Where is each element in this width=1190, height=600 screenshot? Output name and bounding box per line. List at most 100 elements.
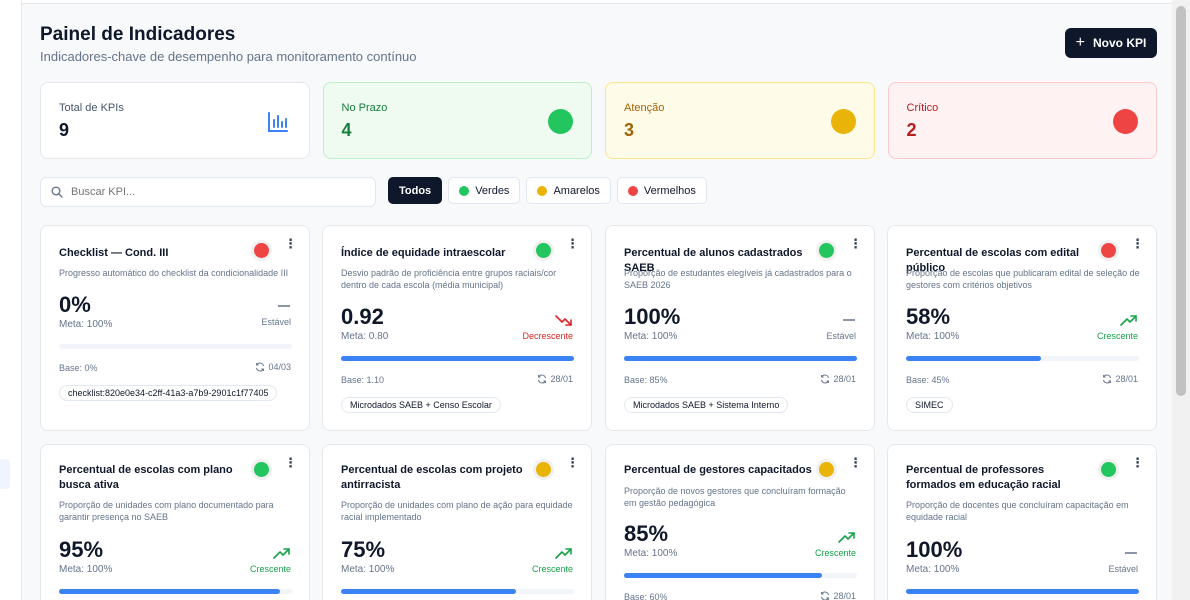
kpi-date: 04/03 bbox=[268, 362, 291, 372]
kpi-title: Percentual de escolas com plano busca at… bbox=[59, 464, 233, 491]
kpi-progress-bar bbox=[906, 589, 1139, 594]
refresh-icon bbox=[821, 591, 830, 600]
more-vertical-icon[interactable]: ⋮ bbox=[849, 236, 862, 251]
kpi-trend-label: Estável bbox=[261, 317, 291, 327]
kpi-progress-bar bbox=[341, 356, 574, 361]
green-status-icon bbox=[536, 243, 551, 258]
new-kpi-button[interactable]: + Novo KPI bbox=[1065, 28, 1157, 58]
kpi-updated: 28/01 bbox=[820, 374, 856, 384]
red-status-icon bbox=[1101, 243, 1116, 258]
kpi-progress-bar bbox=[624, 356, 857, 361]
kpi-trend-label: Estável bbox=[1108, 564, 1138, 574]
kpi-progress-fill bbox=[906, 356, 1042, 361]
kpi-value: 0% bbox=[59, 292, 91, 317]
kpi-card[interactable]: Percentual de gestores capacitados ⋮ Pro… bbox=[605, 444, 875, 600]
refresh-icon bbox=[821, 374, 830, 384]
kpi-updated: 04/03 bbox=[255, 362, 291, 372]
minus-icon bbox=[278, 305, 290, 307]
kpi-progress-fill bbox=[341, 589, 516, 594]
kpi-trend-label: Crescente bbox=[1096, 331, 1138, 341]
kpi-progress-fill bbox=[624, 573, 823, 578]
page-subtitle: Indicadores-chave de desempenho para mon… bbox=[40, 49, 417, 64]
more-vertical-icon[interactable]: ⋮ bbox=[284, 455, 297, 470]
refresh-icon bbox=[538, 374, 547, 384]
kpi-progress-fill bbox=[59, 589, 281, 594]
filter-group: Todos Verdes Amarelos Vermelhos bbox=[388, 177, 707, 204]
kpi-date: 28/01 bbox=[833, 591, 856, 600]
scrollbar-thumb[interactable] bbox=[1176, 6, 1186, 396]
kpi-title: Percentual de escolas com projeto antirr… bbox=[341, 464, 523, 491]
summary-attention-value: 3 bbox=[624, 120, 635, 140]
summary-on-time-card: No Prazo 4 bbox=[322, 82, 592, 159]
kpi-value: 85% bbox=[624, 521, 669, 546]
refresh-icon bbox=[1103, 374, 1112, 384]
kpi-description: Progresso automático do checklist da con… bbox=[59, 268, 289, 278]
kpi-target: Meta: 100% bbox=[59, 564, 113, 575]
kpi-description: Proporção de estudantes elegíveis já cad… bbox=[624, 268, 852, 290]
kpi-baseline: Base: 45% bbox=[906, 375, 950, 385]
search-icon bbox=[51, 186, 63, 198]
kpi-value: 0.92 bbox=[341, 304, 384, 329]
summary-attention-label: Atenção bbox=[624, 102, 665, 114]
kpi-trend-label: Estável bbox=[826, 331, 856, 341]
kpi-trend-label: Crescente bbox=[531, 564, 573, 574]
filter-red[interactable]: Vermelhos bbox=[616, 177, 707, 204]
kpi-baseline: Base: 85% bbox=[624, 375, 668, 385]
summary-critical-card: Crítico 2 bbox=[887, 82, 1157, 159]
red-dot-icon bbox=[627, 185, 638, 196]
kpi-baseline: Base: 60% bbox=[624, 592, 668, 600]
bar-chart-icon bbox=[267, 112, 288, 132]
kpi-progress-bar bbox=[906, 356, 1139, 361]
kpi-description: Proporção de novos gestores que concluír… bbox=[624, 486, 846, 508]
kpi-trend: Crescente bbox=[250, 545, 291, 574]
search-input[interactable] bbox=[71, 186, 351, 198]
kpi-updated: 28/01 bbox=[1102, 374, 1138, 384]
more-vertical-icon[interactable]: ⋮ bbox=[566, 236, 579, 251]
green-status-icon bbox=[254, 462, 269, 477]
more-vertical-icon[interactable]: ⋮ bbox=[1131, 236, 1144, 251]
filter-green-label: Verdes bbox=[475, 184, 510, 197]
kpi-card[interactable]: Percentual de professores formados em ed… bbox=[887, 444, 1157, 600]
kpi-progress-bar bbox=[59, 344, 292, 349]
more-vertical-icon[interactable]: ⋮ bbox=[1131, 455, 1144, 470]
more-vertical-icon[interactable]: ⋮ bbox=[566, 455, 579, 470]
kpi-progress-fill bbox=[624, 356, 857, 361]
filter-all[interactable]: Todos bbox=[388, 177, 443, 204]
kpi-source-tag: SIMEC bbox=[906, 397, 953, 413]
filter-yellow[interactable]: Amarelos bbox=[526, 177, 611, 204]
kpi-progress-bar bbox=[624, 573, 857, 578]
kpi-value: 75% bbox=[341, 537, 386, 562]
kpi-trend: Estável bbox=[261, 298, 291, 327]
trend-up-icon bbox=[838, 532, 855, 543]
kpi-card[interactable]: Percentual de escolas com plano busca at… bbox=[40, 444, 310, 600]
kpi-value: 95% bbox=[59, 537, 104, 562]
kpi-card[interactable]: Checklist — Cond. III ⋮ Progresso automá… bbox=[40, 225, 310, 431]
kpi-target: Meta: 100% bbox=[624, 331, 678, 342]
kpi-card[interactable]: Índice de equidade intraescolar ⋮ Desvio… bbox=[322, 225, 592, 431]
sidebar bbox=[0, 0, 22, 600]
kpi-card[interactable]: Percentual de alunos cadastrados SAEB ⋮ … bbox=[605, 225, 875, 431]
trend-up-icon bbox=[1120, 315, 1137, 326]
more-vertical-icon[interactable]: ⋮ bbox=[849, 455, 862, 470]
scrollbar[interactable] bbox=[1172, 0, 1190, 600]
kpi-trend: Crescente bbox=[1097, 312, 1138, 341]
kpi-target: Meta: 100% bbox=[341, 564, 395, 575]
more-vertical-icon[interactable]: ⋮ bbox=[284, 236, 297, 251]
green-dot-icon bbox=[459, 185, 470, 196]
kpi-card[interactable]: Percentual de escolas com edital público… bbox=[887, 225, 1157, 431]
kpi-source-tag: checklist:820e0e34-c2ff-41a3-a7b9-2901c1… bbox=[59, 385, 278, 401]
kpi-title: Percentual de escolas com edital público bbox=[906, 247, 1080, 274]
page-title: Painel de Indicadores bbox=[40, 24, 236, 45]
filter-green[interactable]: Verdes bbox=[448, 177, 521, 204]
yellow-status-icon bbox=[819, 462, 834, 477]
summary-total-card: Total de KPIs 9 bbox=[40, 82, 310, 159]
trend-down-icon bbox=[555, 315, 572, 326]
sidebar-active-item[interactable] bbox=[0, 459, 10, 489]
kpi-card[interactable]: Percentual de escolas com projeto antirr… bbox=[322, 444, 592, 600]
minus-icon bbox=[843, 319, 855, 321]
search-box[interactable] bbox=[40, 177, 376, 207]
trend-up-icon bbox=[273, 548, 290, 559]
kpi-target: Meta: 100% bbox=[906, 564, 960, 575]
kpi-title: Checklist — Cond. III bbox=[59, 247, 169, 259]
kpi-value: 100% bbox=[906, 537, 963, 562]
